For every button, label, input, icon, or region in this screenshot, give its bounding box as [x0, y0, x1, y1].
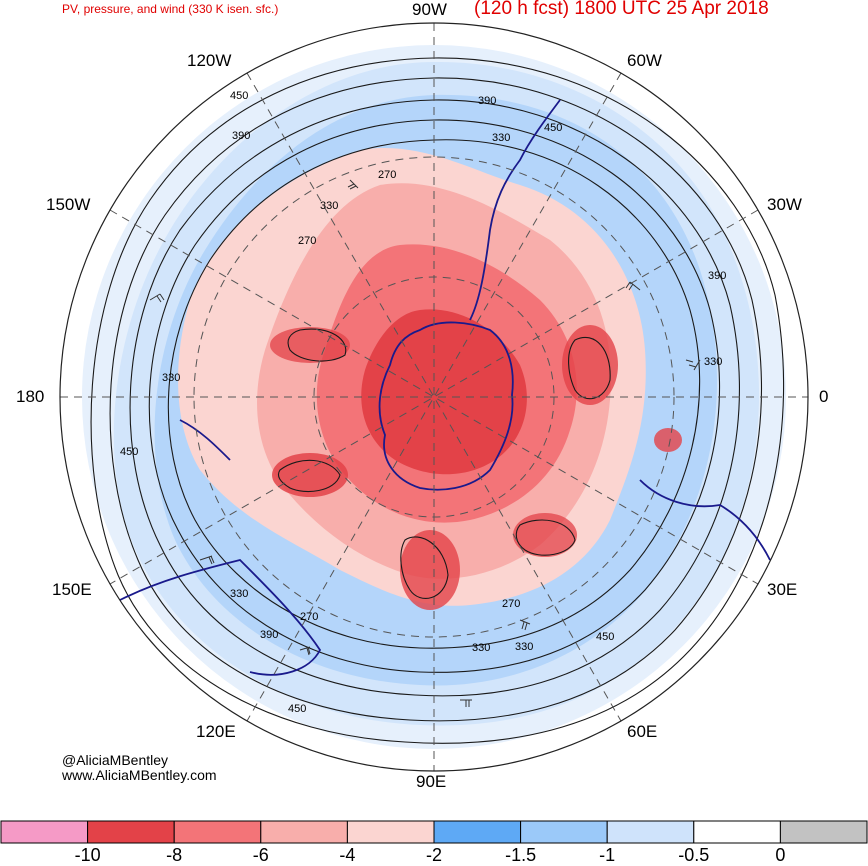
wind-barbs: [149, 179, 701, 707]
colorbar-bin: [87, 820, 175, 844]
pv-blob-east: [562, 325, 618, 405]
pv-blob-west: [272, 453, 348, 497]
colorbar-bin: [260, 820, 348, 844]
lon-label-120e: 120E: [196, 722, 236, 741]
lon-label-90w: 90W: [412, 0, 447, 19]
colorbar-bin: [606, 820, 695, 844]
pressure-contours: [90, 57, 785, 744]
contour-label: 330: [472, 642, 490, 654]
lon-label-120w: 120W: [187, 51, 232, 70]
coastlines: [119, 99, 771, 676]
lon-label-150w: 150W: [46, 195, 91, 214]
contour-label: 390: [478, 95, 496, 107]
contour-label: 330: [704, 356, 722, 368]
pv-blob-north: [270, 327, 350, 363]
contour-label: 330: [230, 588, 248, 600]
pv-deep-red: [361, 309, 527, 475]
pv-blob-far-east: [654, 428, 682, 452]
map-disk: [60, 23, 808, 771]
colorbar-bin: [173, 820, 262, 844]
contour-label: 450: [544, 122, 562, 134]
contour-label: 450: [596, 631, 614, 643]
colorbar-tick-label: -4: [339, 845, 356, 865]
contour-label: 450: [120, 446, 138, 458]
colorbar-tick-label: -0.5: [678, 845, 710, 865]
lon-label-60w: 60W: [627, 51, 662, 70]
contour-label: 330: [162, 372, 180, 384]
contour-label: 390: [232, 130, 250, 142]
map-title: (120 h fcst) 1800 UTC 25 Apr 2018: [474, 0, 769, 19]
map-boundary: [59, 22, 809, 772]
contour-label: 330: [492, 132, 510, 144]
contour-label: 270: [502, 598, 520, 610]
lon-label-0: 0: [819, 387, 829, 406]
contour-label: 270: [298, 235, 316, 247]
lon-label-180: 180: [16, 387, 45, 406]
colorbar-tick-label: -10: [74, 845, 101, 865]
colorbar-tick-label: 0: [775, 845, 786, 865]
colorbar-tick-label: -6: [252, 845, 269, 865]
lon-label-30w: 30W: [767, 195, 802, 214]
contour-label: 270: [378, 169, 396, 181]
contour-label: 330: [515, 641, 533, 653]
colorbar-tick-label: -2: [425, 845, 443, 865]
credit-handle: @AliciaMBentley: [62, 752, 169, 768]
contour-label: 450: [288, 703, 306, 715]
colorbar-tick-label: -8: [166, 845, 183, 865]
colorbar-tick-label: -1: [599, 845, 616, 865]
colorbar: [0, 820, 868, 844]
contour-label: 270: [300, 611, 318, 623]
map-subtitle: PV, pressure, and wind (330 K isen. sfc.…: [62, 2, 279, 16]
pv-blob-south: [400, 530, 460, 610]
contour-label: 390: [708, 270, 726, 282]
contour-label: 450: [230, 90, 248, 102]
lon-label-150e: 150E: [52, 580, 92, 599]
colorbar-bin: [433, 820, 522, 844]
credit-website: www.AliciaMBentley.com: [62, 767, 217, 783]
lat-lon-grid: [60, 23, 808, 771]
lon-label-30e: 30E: [767, 580, 798, 599]
contour-label: 330: [320, 200, 338, 212]
colorbar-bin: [346, 820, 435, 844]
colorbar-bin: [520, 820, 608, 844]
contour-label-group: 450 390 330 270 330 450 390 330 330 450 …: [120, 90, 726, 715]
colorbar-bin: [693, 820, 781, 844]
lon-label-60e: 60E: [627, 722, 658, 741]
colorbar-bin: [0, 820, 89, 844]
colorbar-bin: [779, 820, 868, 844]
contour-label: 390: [260, 629, 278, 641]
colorbar-tick-label: -1.5: [505, 845, 537, 865]
lon-label-90e: 90E: [416, 772, 447, 791]
